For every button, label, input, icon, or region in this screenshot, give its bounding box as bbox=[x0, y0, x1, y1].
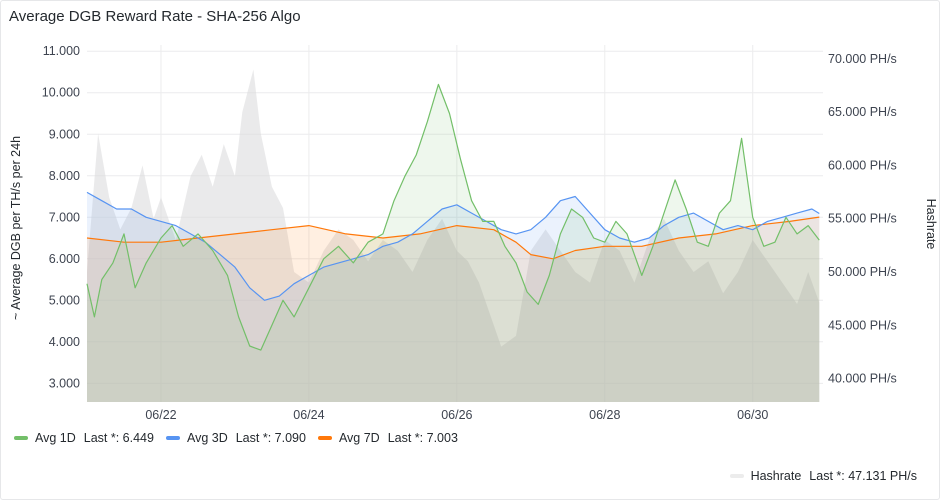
legend-swatch-avg-3d bbox=[165, 436, 180, 440]
legend-stat-avg-1d: Last *: 6.449 bbox=[83, 431, 154, 445]
series-line-avg-1d bbox=[86, 83, 820, 351]
y-left-tick-label: 3.000 bbox=[49, 376, 80, 390]
y-left-tick-label: 8.000 bbox=[49, 169, 80, 183]
y-right-tick-label: 45.000 PH/s bbox=[828, 318, 897, 332]
x-tick-label: 06/26 bbox=[441, 408, 472, 422]
legend-swatch-avg-7d bbox=[317, 436, 332, 440]
y-left-tick-label: 5.000 bbox=[49, 293, 80, 307]
legend-stat-avg-7d: Last *: 7.003 bbox=[387, 431, 458, 445]
panel-title[interactable]: Average DGB Reward Rate - SHA-256 Algo bbox=[9, 8, 301, 25]
y-right-tick-label: 60.000 PH/s bbox=[828, 158, 897, 172]
legend-name-avg-3d: Avg 3D bbox=[186, 431, 228, 445]
y-right-tick-label: 50.000 PH/s bbox=[828, 265, 897, 279]
legend-item-avg-7d[interactable]: Avg 7D Last *: 7.003 bbox=[317, 431, 458, 445]
x-axis-ticks: 06/22 06/24 06/26 06/28 06/30 bbox=[145, 408, 768, 422]
legend-swatch-hashrate bbox=[729, 474, 744, 478]
y-left-tick-label: 4.000 bbox=[49, 335, 80, 349]
series-area-hashrate bbox=[87, 69, 820, 402]
y-left-tick-label: 11.000 bbox=[43, 44, 80, 58]
legend-item-avg-1d[interactable]: Avg 1D Last *: 6.449 bbox=[14, 431, 154, 445]
x-tick-label: 06/28 bbox=[589, 408, 620, 422]
right-axis-label: Hashrate bbox=[924, 199, 938, 250]
legend-item-hashrate[interactable]: Hashrate Last *: 47.131 PH/s bbox=[729, 469, 917, 483]
legend-name-avg-7d: Avg 7D bbox=[338, 431, 380, 445]
series-lines bbox=[86, 83, 820, 351]
series-area-avg-1d bbox=[87, 84, 820, 403]
series-area-avg-7d bbox=[87, 217, 820, 402]
y-right-tick-label: 40.000 PH/s bbox=[828, 372, 897, 386]
legend-stat-hashrate: Last *: 47.131 PH/s bbox=[809, 469, 917, 483]
left-axis-ticks: 3.000 4.000 5.000 6.000 7.000 8.000 9.000 10.00… bbox=[42, 44, 80, 390]
y-right-tick-label: 55.000 PH/s bbox=[828, 212, 897, 226]
legend-swatch-avg-1d bbox=[14, 436, 28, 440]
legend-stat-avg-3d: Last *: 7.090 bbox=[235, 431, 306, 445]
right-axis-ticks: 40.000 PH/s 45.000 PH/s 50.000 PH/s 55.000 … bbox=[828, 52, 897, 386]
legend-main: Avg 1D Last *: 6.449 Avg 3D Last *: 7.09… bbox=[14, 431, 470, 445]
series-area-avg-3d bbox=[87, 192, 820, 402]
x-tick-label: 06/30 bbox=[737, 408, 768, 422]
legend-item-avg-3d[interactable]: Avg 3D Last *: 7.090 bbox=[165, 431, 306, 445]
legend-name-hashrate: Hashrate bbox=[750, 469, 802, 483]
y-left-tick-label: 9.000 bbox=[49, 127, 80, 141]
x-tick-label: 06/22 bbox=[145, 408, 176, 422]
legend-hashrate: Hashrate Last *: 47.131 PH/s bbox=[729, 469, 917, 483]
y-right-tick-label: 70.000 PH/s bbox=[828, 52, 897, 66]
y-left-tick-label: 6.000 bbox=[49, 252, 80, 266]
y-right-tick-label: 65.000 PH/s bbox=[828, 105, 897, 119]
y-left-tick-label: 10.000 bbox=[42, 86, 80, 100]
series-areas bbox=[87, 69, 820, 403]
series-line-avg-7d bbox=[86, 216, 820, 260]
series-line-avg-3d bbox=[86, 191, 820, 301]
y-left-tick-label: 7.000 bbox=[49, 210, 80, 224]
x-tick-label: 06/24 bbox=[293, 408, 324, 422]
left-axis-label: ~ Average DGB per TH/s per 24h bbox=[9, 136, 23, 320]
legend-name-avg-1d: Avg 1D bbox=[35, 431, 76, 445]
